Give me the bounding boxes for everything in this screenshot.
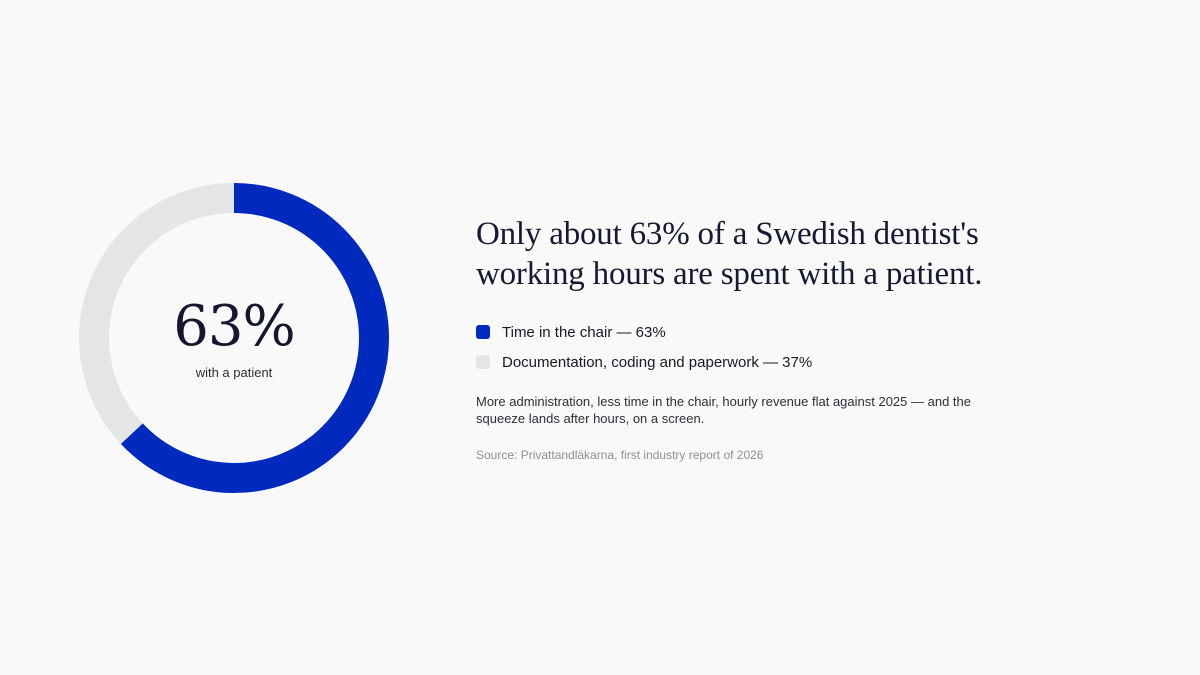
legend-item-paperwork: Documentation, coding and paperwork — 37… (476, 347, 1066, 377)
center-value: 63% (173, 294, 295, 359)
legend: Time in the chair — 63% Documentation, c… (476, 317, 1066, 377)
text-block: Only about 63% of a Swedish dentist's wo… (476, 214, 1066, 463)
source-note: Source: Privattandläkarna, first industr… (476, 448, 764, 462)
legend-label-chair: Time in the chair — 63% (502, 323, 666, 341)
chart-title: Only about 63% of a Swedish dentist's wo… (476, 216, 983, 292)
donut-slice-1 (79, 183, 389, 493)
donut-svg (79, 183, 389, 493)
center-label: with a patient (195, 365, 273, 380)
legend-label-paperwork: Documentation, coding and paperwork — 37… (502, 353, 813, 371)
donut-chart: 63% with a patient (79, 183, 389, 493)
legend-item-chair: Time in the chair — 63% (476, 317, 1066, 347)
chart-note: More administration, less time in the ch… (476, 394, 971, 426)
legend-swatch-paperwork (476, 355, 490, 369)
legend-swatch-chair (476, 325, 490, 339)
